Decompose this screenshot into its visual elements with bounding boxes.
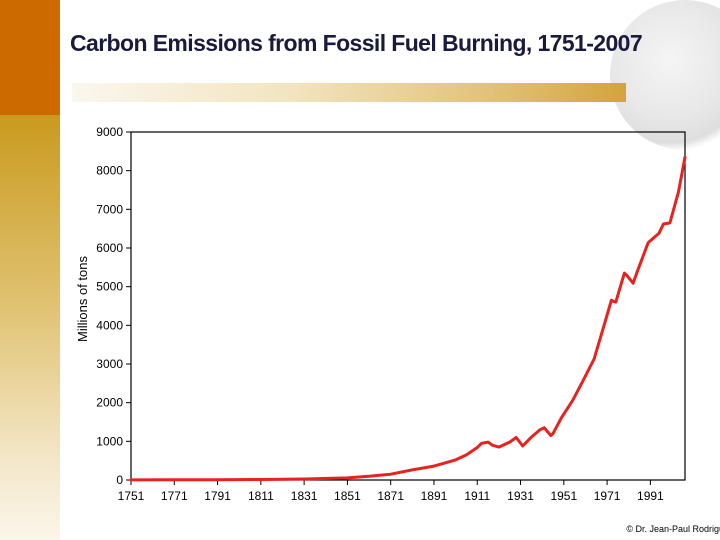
x-tick-label: 1911 <box>464 489 490 503</box>
y-tick-label: 3000 <box>96 357 123 371</box>
x-tick-label: 1971 <box>594 489 621 503</box>
y-axis-ticks: 0 1000 2000 3000 4000 5000 6000 7000 8000 9000 <box>96 125 131 487</box>
accent-bar-gold <box>0 115 60 540</box>
y-tick-label: 8000 <box>96 164 123 178</box>
y-tick-label: 2000 <box>96 396 123 410</box>
x-tick-label: 1751 <box>118 489 145 503</box>
plot-frame <box>130 131 686 481</box>
y-tick-label: 4000 <box>96 318 123 332</box>
x-tick-label: 1811 <box>248 489 274 503</box>
y-tick-label: 9000 <box>96 125 123 139</box>
y-tick-label: 0 <box>116 473 123 487</box>
x-axis-ticks: 1751 1771 1791 1811 1831 1851 1871 1891 1911 1931… <box>118 480 664 503</box>
y-tick-label: 1000 <box>96 434 123 448</box>
globe-watermark <box>610 0 720 150</box>
x-tick-label: 1791 <box>204 489 231 503</box>
y-tick-label: 7000 <box>96 202 123 216</box>
x-tick-label: 1831 <box>291 489 318 503</box>
series-line-emissions <box>129 155 687 482</box>
x-tick-label: 1991 <box>637 489 664 503</box>
x-tick-label: 1931 <box>507 489 534 503</box>
y-tick-label: 6000 <box>96 241 123 255</box>
x-tick-label: 1771 <box>161 489 188 503</box>
accent-bar-orange <box>0 0 60 115</box>
x-tick-label: 1851 <box>334 489 361 503</box>
title-underline-bar <box>72 83 626 102</box>
y-axis-label: Millions of tons <box>75 256 90 342</box>
slide-title: Carbon Emissions from Fossil Fuel Burnin… <box>70 30 643 56</box>
x-tick-label: 1871 <box>377 489 404 503</box>
x-tick-label: 1891 <box>421 489 448 503</box>
y-tick-label: 5000 <box>96 280 123 294</box>
copyright-credit: © Dr. Jean-Paul Rodrigu <box>626 524 720 534</box>
x-tick-label: 1951 <box>550 489 577 503</box>
